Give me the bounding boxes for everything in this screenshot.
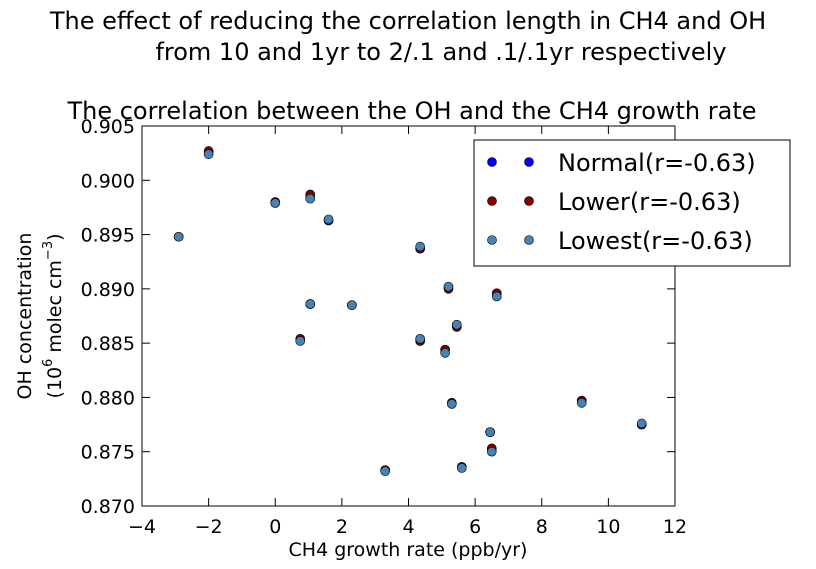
- x-tick-label: 8: [536, 516, 548, 538]
- y-tick-label: 0.870: [81, 496, 135, 518]
- legend-marker: [487, 196, 497, 206]
- y-tick-label: 0.890: [81, 279, 135, 301]
- legend-label: Normal(r=-0.63): [558, 149, 756, 177]
- legend-label: Lowest(r=-0.63): [558, 227, 753, 255]
- data-point: [576, 398, 587, 408]
- chart-subtitle: The correlation between the OH and the C…: [66, 97, 756, 125]
- y-tick-label: 0.885: [81, 333, 135, 355]
- x-tick-label: 10: [596, 516, 620, 538]
- legend-items: Normal(r=-0.63) Lower(r=-0.63) Lowest(r=-0…: [487, 149, 756, 255]
- legend-item: Normal(r=-0.63): [487, 149, 756, 177]
- data-point: [452, 319, 462, 330]
- y-tick-label: 0.905: [81, 116, 135, 138]
- data-point: [447, 399, 457, 409]
- data-point: [440, 348, 450, 358]
- series-3: [173, 149, 647, 477]
- data-point: [270, 198, 281, 208]
- y-tick-label: 0.880: [81, 387, 135, 409]
- data-point: [443, 281, 454, 292]
- figure-title-line2: from 10 and 1yr to 2/.1 and .1/.1yr resp…: [155, 38, 726, 66]
- x-tick-label: −2: [195, 516, 223, 538]
- axis-ticks: −4 −2 0 2 4 6 8 10 12 0.870 0.875 0.880 0.885 0.890 0.…: [81, 116, 688, 538]
- data-point: [486, 446, 497, 457]
- data-point: [636, 418, 647, 429]
- data-point: [491, 291, 502, 302]
- legend-label: Lower(r=-0.63): [558, 188, 741, 216]
- data-point: [203, 149, 214, 160]
- legend-marker: [524, 235, 534, 245]
- legend-marker: [524, 157, 534, 167]
- x-tick-label: 0: [269, 516, 281, 538]
- data-point: [415, 241, 425, 252]
- figure-title-line1: The effect of reducing the correlation l…: [49, 7, 766, 35]
- y-tick-label: 0.895: [81, 225, 135, 247]
- legend-item: Lowest(r=-0.63): [487, 227, 753, 255]
- x-tick-label: −4: [128, 516, 156, 538]
- legend-marker: [524, 196, 534, 206]
- data-point: [347, 300, 357, 310]
- data-point: [485, 427, 495, 437]
- y-axis-label-line1: OH concentration: [14, 233, 36, 400]
- legend-marker: [487, 235, 497, 245]
- legend: Normal(r=-0.63) Lower(r=-0.63) Lowest(r=-0…: [473, 139, 791, 267]
- data-point: [295, 336, 306, 346]
- data-points: [173, 146, 647, 477]
- data-point: [305, 193, 316, 204]
- y-tick-label: 0.875: [81, 442, 135, 464]
- x-tick-label: 6: [469, 516, 481, 538]
- y-tick-label: 0.900: [81, 170, 135, 192]
- data-point: [323, 214, 334, 225]
- data-point: [173, 231, 184, 242]
- x-tick-label: 12: [663, 516, 687, 538]
- legend-marker: [487, 157, 497, 167]
- legend-item: Lower(r=-0.63): [487, 188, 741, 216]
- data-point: [456, 463, 467, 473]
- y-axis-label: OH concentration (106 molec cm−3): [14, 233, 66, 400]
- x-axis-label: CH4 growth rate (ppb/yr): [289, 539, 528, 561]
- y-axis-label-line2: (106 molec cm−3): [41, 233, 66, 398]
- data-point: [380, 466, 390, 477]
- data-point: [415, 333, 425, 344]
- x-tick-label: 2: [336, 516, 348, 538]
- data-point: [305, 299, 316, 309]
- x-tick-label: 4: [402, 516, 414, 538]
